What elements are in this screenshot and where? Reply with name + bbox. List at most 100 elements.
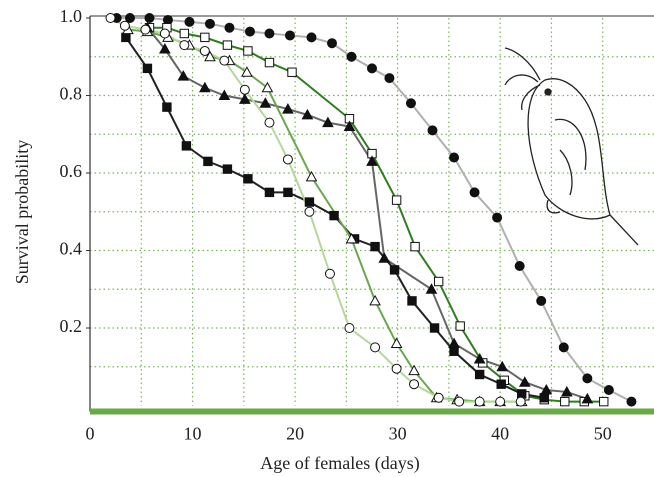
point — [449, 346, 459, 356]
point — [204, 18, 215, 29]
point — [539, 393, 549, 403]
point — [496, 379, 506, 389]
y-tick-label: 0.6 — [60, 161, 83, 181]
point — [384, 73, 395, 84]
point — [283, 187, 293, 198]
point — [473, 352, 486, 364]
point — [259, 97, 272, 108]
point — [455, 321, 465, 331]
point — [370, 342, 381, 353]
point — [370, 241, 380, 252]
point — [366, 155, 378, 166]
inner-lines — [554, 118, 587, 196]
point — [304, 206, 315, 217]
point — [282, 154, 293, 165]
point — [284, 30, 295, 41]
point — [105, 13, 116, 23]
point — [239, 84, 250, 95]
y-tick-label: 1.0 — [60, 6, 83, 26]
eye — [544, 88, 552, 96]
point — [222, 164, 233, 174]
x-tick-label: 40 — [491, 424, 509, 444]
x-tick-label: 20 — [286, 424, 304, 444]
point — [244, 26, 255, 37]
point — [378, 252, 391, 263]
point — [536, 295, 547, 306]
series-line — [146, 27, 588, 400]
point — [124, 13, 135, 23]
point — [243, 46, 253, 56]
point — [433, 392, 444, 403]
point — [469, 187, 480, 198]
point — [581, 392, 594, 404]
point — [425, 283, 438, 294]
point — [343, 120, 356, 131]
point — [391, 363, 402, 374]
point — [121, 32, 131, 43]
point — [304, 197, 315, 207]
y-tick-label: 0.4 — [60, 239, 83, 259]
point — [243, 174, 253, 184]
point — [261, 81, 274, 93]
point — [345, 232, 358, 244]
point — [222, 40, 233, 50]
point — [492, 212, 503, 223]
point — [282, 103, 294, 114]
point — [391, 195, 402, 205]
point — [390, 337, 403, 348]
point — [599, 396, 609, 407]
point — [495, 396, 506, 407]
point — [219, 55, 230, 66]
point — [305, 170, 318, 182]
point — [287, 67, 297, 77]
point — [514, 261, 525, 271]
point — [405, 98, 416, 109]
point — [159, 28, 170, 39]
point — [329, 210, 339, 221]
point — [454, 396, 465, 407]
y-axis-label: Survival probability — [12, 140, 32, 284]
point — [603, 385, 614, 395]
point — [515, 396, 526, 407]
point — [582, 373, 593, 384]
x-tick-label: 30 — [389, 424, 407, 444]
antennae — [504, 47, 541, 111]
point — [427, 125, 438, 136]
point — [410, 241, 420, 252]
point — [429, 323, 440, 333]
point — [179, 28, 190, 39]
point — [159, 42, 171, 54]
point — [389, 265, 400, 275]
point — [560, 385, 573, 397]
point — [199, 45, 210, 56]
x-tick-label: 10 — [184, 424, 202, 444]
point — [408, 364, 420, 376]
point — [264, 187, 275, 198]
point — [144, 13, 155, 23]
point — [301, 108, 314, 120]
point — [162, 102, 172, 112]
point — [324, 268, 335, 279]
point — [344, 323, 355, 333]
point — [474, 369, 485, 380]
point — [346, 51, 357, 62]
point — [200, 32, 210, 43]
point — [626, 396, 637, 407]
y-tick-label: 0.8 — [60, 84, 83, 104]
grid — [89, 15, 654, 412]
body-outline — [527, 78, 611, 220]
point — [474, 396, 485, 407]
daphnia-drawing — [504, 47, 639, 246]
series-line — [110, 17, 521, 403]
point — [204, 50, 216, 62]
x-tick-label: 0 — [86, 424, 95, 444]
y-tick-label: 0.2 — [60, 316, 83, 336]
x-tick-label: 50 — [594, 424, 612, 444]
point — [179, 40, 190, 51]
x-axis-baseline — [90, 408, 654, 415]
point — [177, 70, 190, 81]
point — [264, 57, 275, 68]
point — [560, 396, 570, 407]
